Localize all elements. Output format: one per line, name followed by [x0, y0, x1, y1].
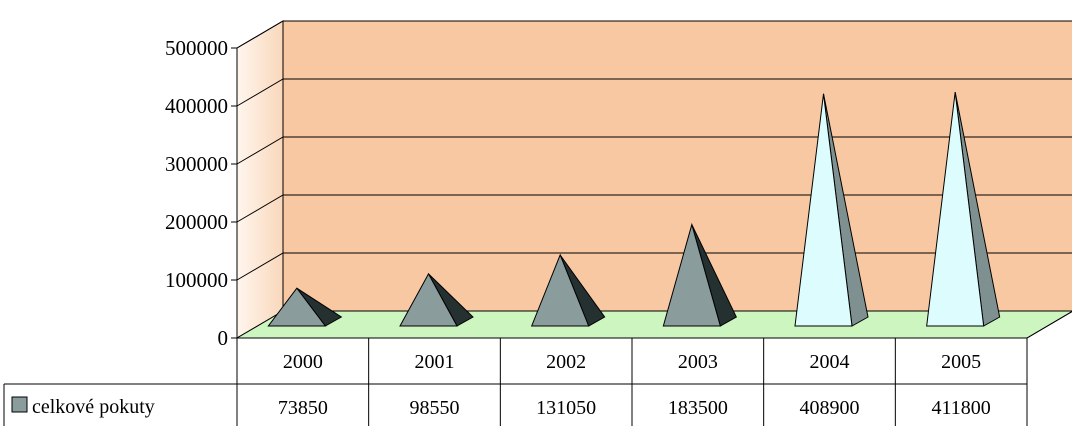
- data-table-value: 408900: [800, 397, 860, 419]
- x-category-label: 2000: [283, 351, 323, 373]
- pyramid-front: [267, 287, 327, 327]
- x-category-label: 2001: [415, 351, 455, 373]
- x-category-label: 2005: [941, 351, 981, 373]
- gridline: [236, 136, 1072, 165]
- x-category-label: 2003: [678, 351, 718, 373]
- y-tick-label: 400000: [165, 94, 228, 118]
- data-table-value: 98550: [410, 397, 460, 419]
- floor-edge: [1026, 311, 1072, 339]
- x-category-label: 2002: [546, 351, 586, 373]
- y-tick-label: 0: [218, 326, 229, 350]
- data-table-value: 131050: [536, 397, 596, 419]
- side-wall: [236, 20, 284, 339]
- data-table-value: 411800: [932, 397, 991, 419]
- x-category-label: 2004: [810, 351, 850, 373]
- data-table-value: 183500: [668, 397, 728, 419]
- pyramid-front: [794, 93, 853, 327]
- legend-key-swatch: [11, 396, 28, 413]
- pyramid-front: [926, 92, 985, 327]
- pyramid-bar: [926, 92, 1001, 327]
- data-table-value: 73850: [278, 397, 328, 419]
- pyramid-bar: [530, 253, 606, 327]
- pyramid-bar: [662, 222, 737, 327]
- gridline: [236, 20, 1072, 49]
- y-tick-label: 300000: [165, 152, 228, 176]
- gridline: [236, 78, 1072, 107]
- pyramid-bar: [399, 272, 474, 327]
- legend-series-name: celkové pokuty: [32, 396, 155, 418]
- y-tick-label: 500000: [165, 36, 228, 60]
- pyramid-front: [399, 272, 458, 327]
- pyramid-front: [530, 253, 590, 327]
- y-tick-label: 200000: [165, 210, 228, 234]
- pyramid-bar: [794, 93, 869, 327]
- gridline: [236, 194, 1072, 223]
- pyramid-bar: [267, 287, 343, 327]
- pyramid-front: [662, 222, 721, 327]
- y-tick-label: 100000: [165, 268, 228, 292]
